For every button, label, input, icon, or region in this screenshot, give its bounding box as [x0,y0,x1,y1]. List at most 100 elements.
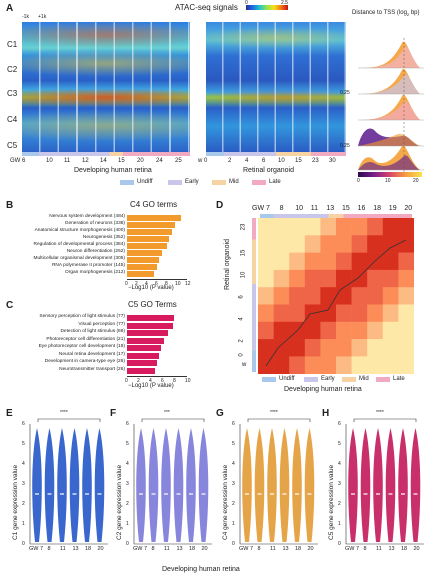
density-tick-top: 0.25 [340,90,350,96]
organoid-age-5: 15 [295,158,302,164]
similarity-left-age: 0 [238,353,245,357]
similarity-cell [382,321,399,340]
similarity-top-stage-bar [260,214,412,218]
similarity-ylabel: Retinal organoid [224,239,231,290]
similarity-cell [289,356,306,374]
similarity-cell [367,339,384,357]
similarity-cell [304,252,321,271]
violin [410,428,421,542]
human-age-6: 20 [137,158,144,164]
c4-term-label: Generation of neurons (338) [64,221,125,226]
similarity-cell [258,269,274,288]
similarity-cell [320,321,337,340]
similarity-cell [289,269,306,288]
similarity-cell [273,304,290,323]
c5-bar [127,352,159,359]
density-c5 [358,145,420,170]
similarity-cell [351,235,368,253]
similarity-cell [336,235,352,253]
similarity-cell [351,356,368,374]
similarity-cell [304,235,321,253]
c4-tick: 6 [155,281,158,287]
c4-term-label: Nervous system development (484) [49,214,125,219]
violin-y-tick: 2 [232,501,235,507]
similarity-cell [258,252,274,271]
c5-term-label: Development in camera-type eye (26) [44,359,125,364]
violin [198,428,209,542]
organoid-age-6: 23 [312,158,319,164]
similarity-cell [398,287,414,305]
similarity-cell [289,339,306,357]
violin-axes [29,424,108,545]
similarity-cell [367,235,384,253]
violin-y-tick: 6 [126,421,129,427]
violin-bottom-label: Developing human retina [162,566,240,573]
organoid-heatmap [206,22,346,152]
similarity-top-age: 11 [310,205,319,212]
violin [385,428,396,542]
significance-bracket [247,418,311,422]
density-colorbar [358,172,422,177]
cluster-label-c3: C3 [7,89,18,98]
similarity-cell [336,339,352,357]
violin [44,428,55,542]
c4-bar [127,215,181,221]
violin [136,428,146,542]
c5-bar [127,345,162,351]
similarity-cell [258,356,274,374]
density-x-0: 0 [357,178,360,184]
similarity-cell [304,287,321,305]
similarity-cell [398,304,414,323]
violin-x-tick: 18 [85,546,92,552]
similarity-cell [273,218,290,236]
violin-y-tick: 1 [232,521,235,527]
c4-tick: 0 [125,281,128,287]
d-legend-swatch-late [376,377,390,382]
similarity-cell [367,321,384,340]
c5-go-title: C5 GO Terms [128,300,177,309]
similarity-cell [351,321,368,340]
human-axis-label: Developing human retina [74,167,152,174]
violin [94,428,105,542]
violin-ylabel: C2 gene expression value [116,464,123,540]
violin-ylabel: C4 gene expression value [222,464,229,540]
similarity-xlabel: Developing human retina [284,386,362,393]
violin [82,428,92,542]
similarity-cell [336,356,352,374]
similarity-cell [336,218,352,236]
c5-x-axis [127,376,187,377]
similarity-cell [258,304,274,323]
similarity-cell [398,252,414,271]
similarity-cell [336,269,352,288]
violin-y-tick: 5 [338,441,341,447]
similarity-cell [351,287,368,305]
human-age-4: 14 [100,158,107,164]
c5-term-label: Sensory perception of light stimulus (77… [39,314,125,319]
c4-go-title: C4 GO terms [130,200,178,209]
similarity-left-age: 4 [238,317,245,321]
density-c2 [358,68,420,94]
organoid-age-4: 10 [278,158,285,164]
violin-y-tick: 6 [22,421,25,427]
similarity-cell [258,339,274,357]
similarity-cell [351,339,368,357]
violin-x-tick: 11 [60,546,66,552]
similarity-cell [320,356,337,374]
similarity-cell [320,269,337,288]
organoid-stage-bar [206,152,346,156]
legend-label-early: Early [185,179,199,185]
cluster-label-c2: C2 [7,65,18,74]
human-age-8: 25 [175,158,182,164]
c4-term-label: Neuron differentiation (252) [66,249,125,254]
violin-y-tick: 0 [232,541,235,547]
legend-label-late: Late [269,179,281,185]
similarity-top-age: 19 [388,205,397,212]
violin-y-tick: 3 [126,481,129,487]
violin-x-tick: 20 [307,546,314,552]
similarity-cell [336,252,352,271]
violin-y-tick: 5 [22,441,25,447]
similarity-cell [398,235,414,253]
similarity-cell [304,339,321,357]
panel-letter-h: H [322,408,330,419]
similarity-cell [273,252,290,271]
